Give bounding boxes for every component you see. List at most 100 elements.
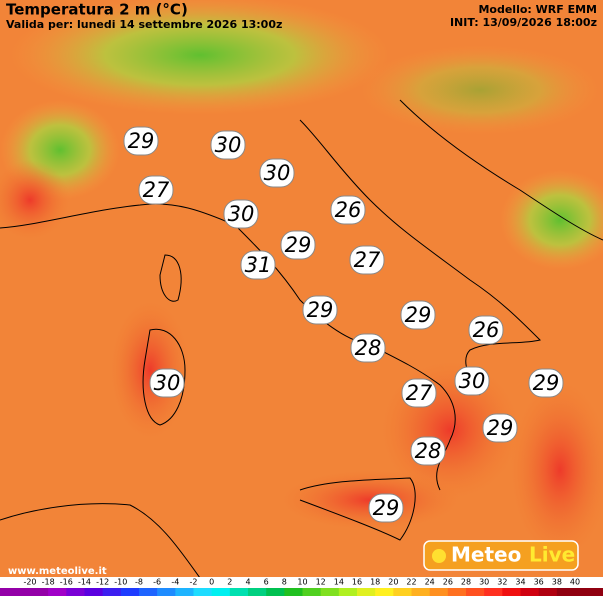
warm-area [110,300,190,440]
colorbar-segment [466,588,485,596]
label-value: 26 [335,198,362,222]
colorbar-segment [411,588,431,596]
cool-area [10,0,390,115]
label-bubble [410,436,446,466]
colorbar-tick-label: 28 [461,578,471,587]
colorbar-segment [102,588,122,596]
temperature-label: 30 [149,368,185,398]
colorbar-segment [248,588,267,596]
label-value: 29 [285,233,312,257]
colorbar-segment [175,588,194,596]
temperature-label: 29 [482,413,518,443]
colorbar-tick-label: -4 [171,578,179,587]
colorbar-segment [139,588,158,596]
label-value: 29 [405,303,432,327]
colorbar-tick-label: -14 [78,578,91,587]
colorbar-segment [338,588,358,596]
colorbar-tick-label: -6 [153,578,161,587]
colorbar-segment [538,588,558,596]
label-bubble [368,493,404,523]
label-value: 30 [228,202,255,226]
temperature-label: 30 [210,130,246,160]
colorbar-tick-label: 8 [282,578,287,587]
colorbar-segment [30,588,49,596]
label-bubble [482,413,518,443]
colorbar-tick-label: 0 [209,578,214,587]
colorbar-tick-label: 34 [515,578,525,587]
warm-area [510,380,603,560]
colorbar-tick-label: 36 [534,578,544,587]
label-bubble [401,378,437,408]
temperature-label: 29 [280,230,316,260]
cool-area [360,45,600,135]
title: Temperatura 2 m (°C) [6,1,188,19]
colorbar-segment [48,588,67,596]
colorbar-tick-label: 18 [370,578,380,587]
colorbar-segment [0,588,30,596]
temperature-label: 27 [349,245,385,275]
label-value: 28 [415,439,442,463]
colorbar-segment [484,588,503,596]
temperature-label: 29 [400,300,436,330]
label-bubble [149,368,185,398]
colorbar-tick-label: -20 [23,578,36,587]
colorbar-tick-label: -12 [96,578,109,587]
temperature-label: 29 [368,493,404,523]
colorbar-segment [520,588,540,596]
label-value: 27 [406,381,433,405]
colorbar-segment [266,588,285,596]
colorbar-segment [84,588,104,596]
model: Modello: WRF EMM [478,3,597,16]
colorbar-segment [357,588,376,596]
colorbar-segment [66,588,85,596]
label-bubble [454,366,490,396]
colorbar-segment [502,588,521,596]
colorbar-segment [393,588,412,596]
colorbar-tick-label: 38 [552,578,562,587]
label-bubble [138,175,174,205]
colorbar-segment [575,588,603,596]
label-value: 30 [154,371,181,395]
colorbar-tick-label: -10 [114,578,127,587]
temperature-label: 29 [123,126,159,156]
colorbar-segment [447,588,467,596]
temperature-label: 26 [468,315,504,345]
logo-sun [432,549,446,563]
colorbar-segment [120,588,140,596]
colorbar-tick-label: 24 [425,578,435,587]
colorbar-segment [157,588,176,596]
cool-area [500,170,603,270]
colorbar-tick-label: 16 [352,578,362,587]
label-value: 26 [473,318,500,342]
colorbar-segment [375,588,394,596]
valid-time: Valida per: lunedi 14 settembre 2026 13:… [6,18,282,31]
logo-text: Meteo [451,543,521,567]
colorbar-tick-label: 32 [497,578,507,587]
colorbar-tick-label: 10 [297,578,307,587]
colorbar-tick-label: -2 [190,578,198,587]
colorbar-tick-label: -8 [135,578,143,587]
url: www.meteolive.it [8,566,107,577]
colorbar-segment [193,588,213,596]
label-value: 29 [487,416,514,440]
temperature-label: 27 [401,378,437,408]
label-bubble [302,295,338,325]
label-bubble [210,130,246,160]
colorbar-segment [302,588,322,596]
label-bubble [240,250,276,280]
colorbar-tick-label: 4 [245,578,250,587]
colorbar-segment [556,588,576,596]
colorbar-tick-label: 26 [443,578,453,587]
label-bubble [468,315,504,345]
colorbar-tick-label: 30 [479,578,489,587]
temperature-label: 28 [350,333,386,363]
colorbar-tick-label: -16 [60,578,73,587]
temperature-label: 27 [138,175,174,205]
temperature-label: 26 [330,195,366,225]
colorbar-segment [229,588,249,596]
colorbar-tick-label: 22 [406,578,416,587]
label-value: 27 [354,248,381,272]
colorbar-tick-label: 14 [334,578,344,587]
temperature-label: 28 [410,436,446,466]
